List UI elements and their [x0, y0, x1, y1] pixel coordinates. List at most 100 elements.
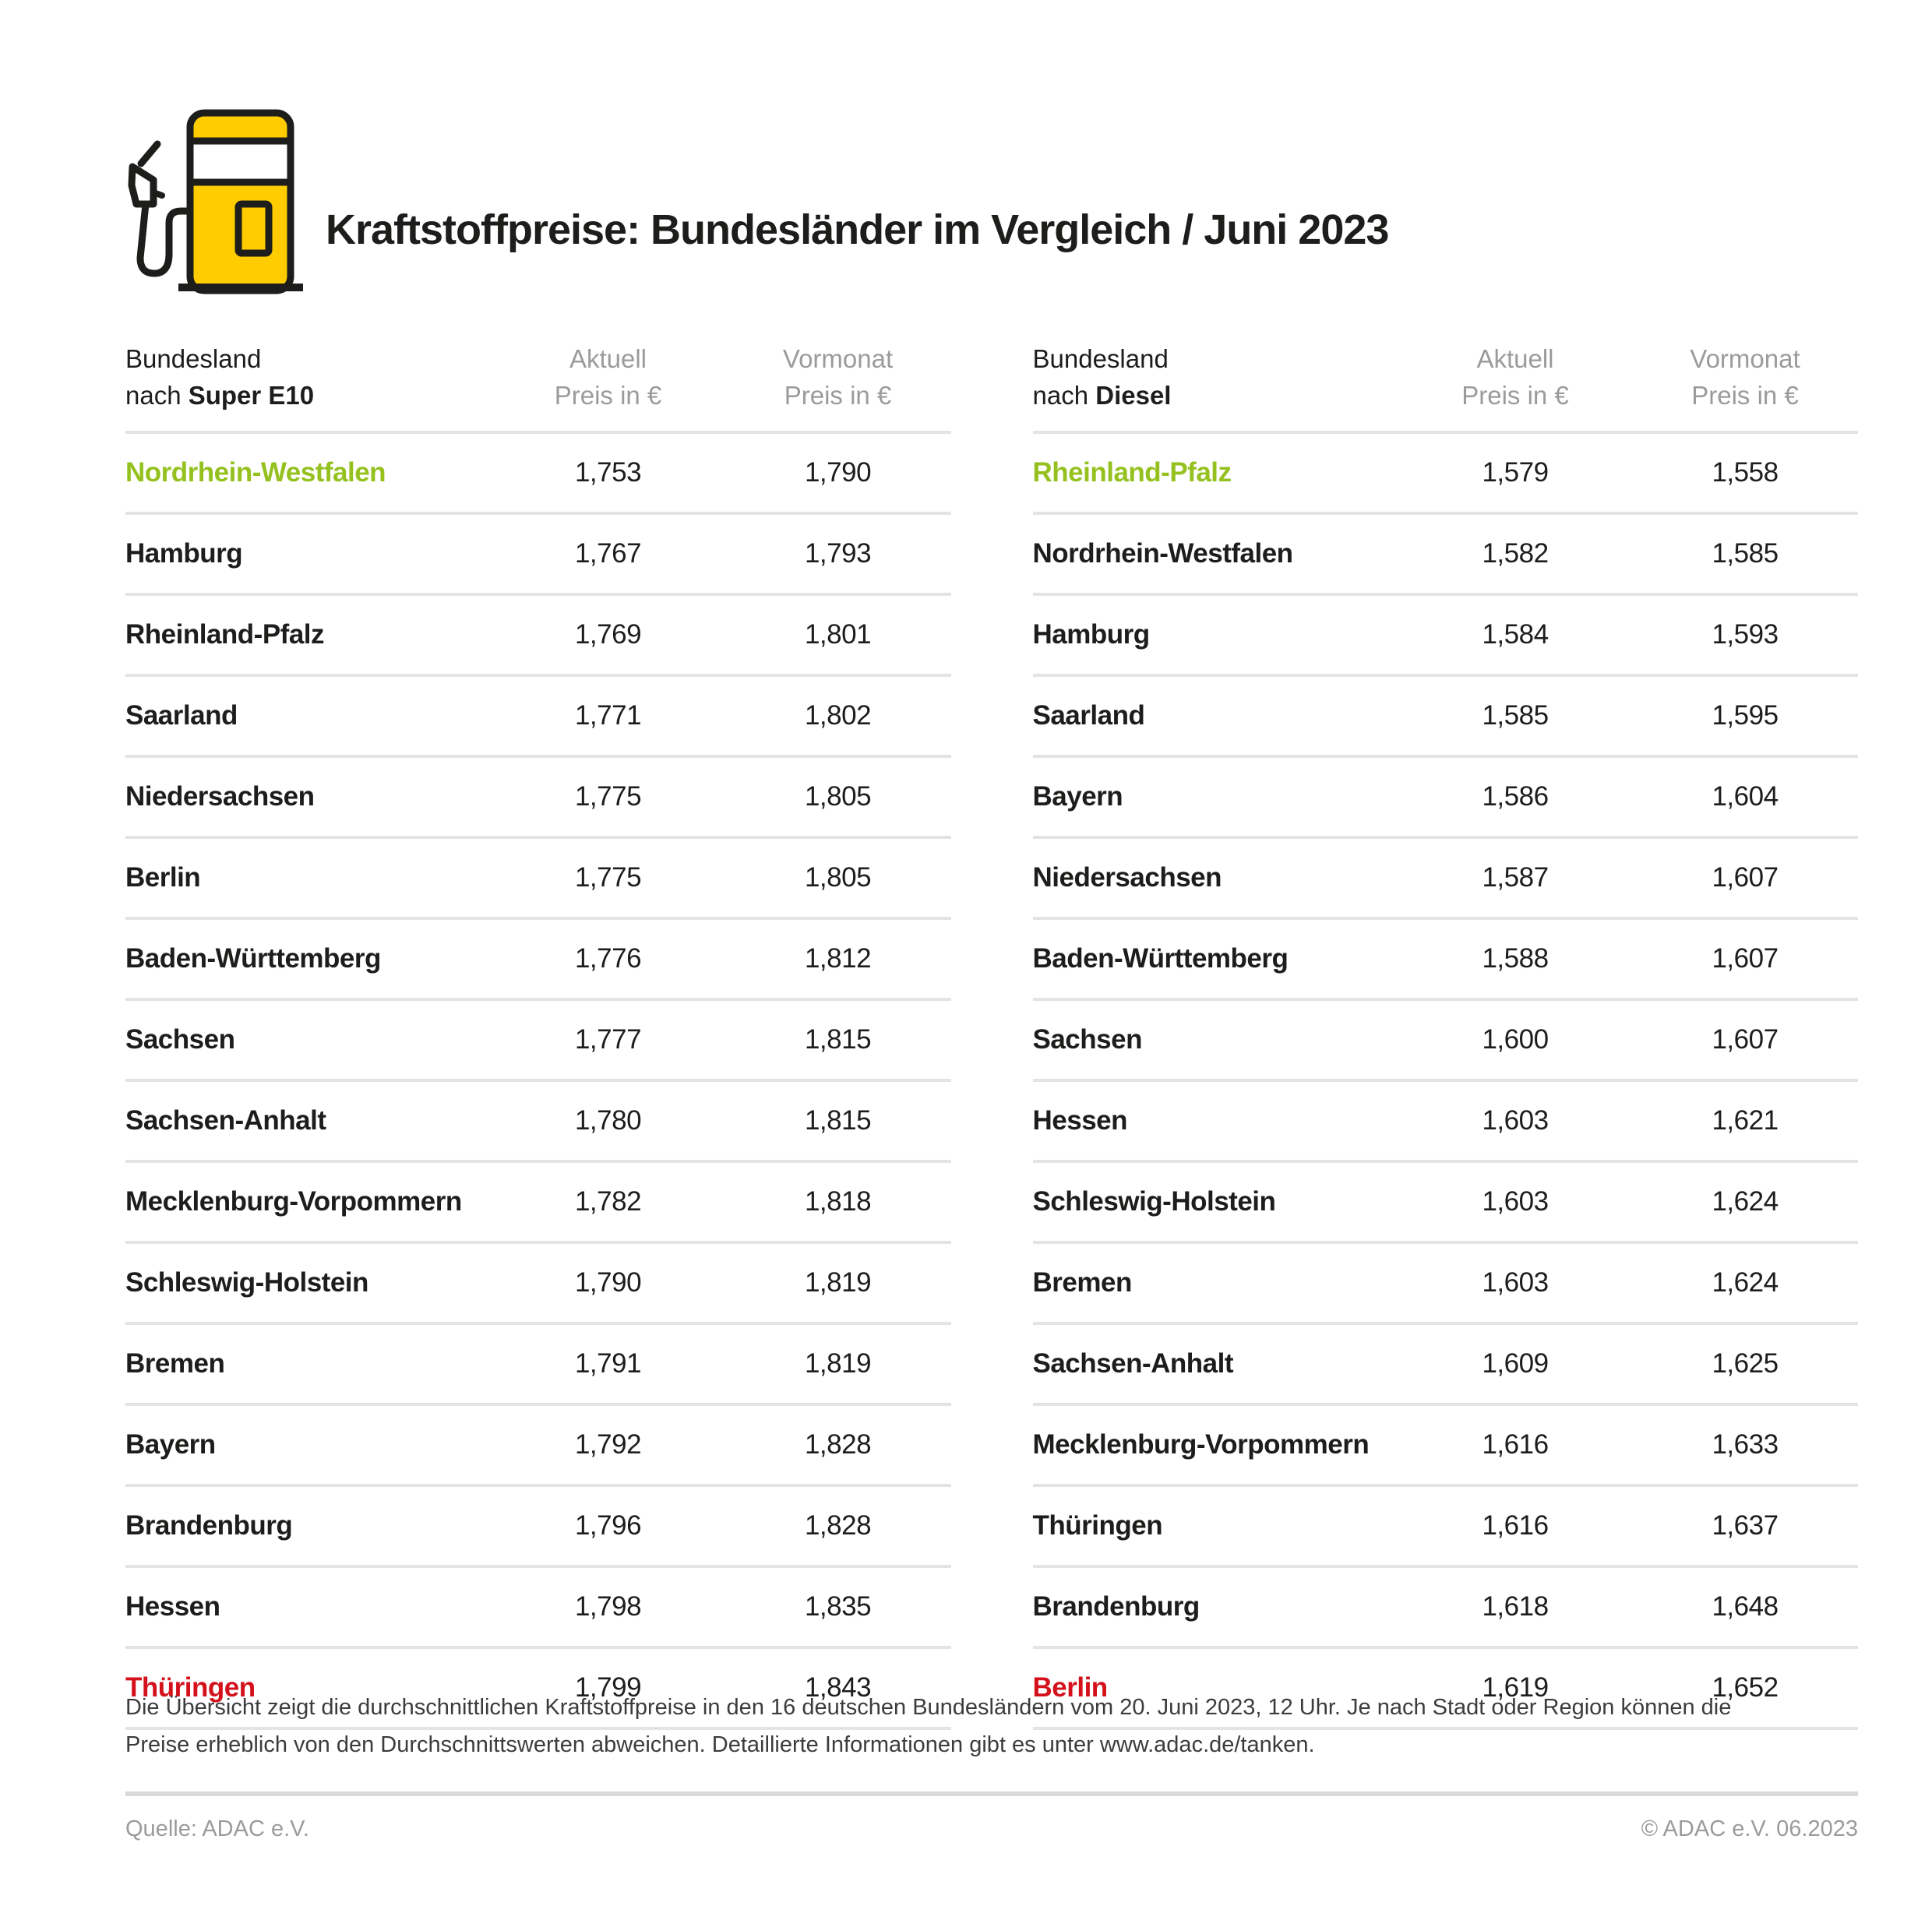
state-name: Schleswig-Holstein: [125, 1267, 368, 1298]
previous-price: 1,819: [804, 1348, 872, 1379]
column-header-line1: Vormonat: [782, 344, 894, 373]
current-price: 1,767: [574, 538, 642, 569]
table-header-diesel: Bundesland nach Diesel Aktuell Preis in …: [1032, 340, 1858, 434]
previous-price: 1,621: [1712, 1105, 1779, 1136]
current-price: 1,582: [1482, 538, 1549, 569]
state-name: Bremen: [125, 1348, 225, 1379]
current-price: 1,603: [1482, 1186, 1549, 1217]
column-header-line1: Bundesland: [125, 344, 262, 373]
table-row: Nordrhein-Westfalen 1,582 1,585: [1032, 515, 1858, 596]
column-header-line1: Aktuell: [1476, 344, 1554, 373]
previous-price: 1,624: [1712, 1267, 1779, 1298]
source-label: Quelle: ADAC e.V.: [125, 1816, 309, 1841]
footnote-line1: Die Übersicht zeigt die durchschnittlich…: [125, 1695, 1732, 1720]
state-name: Bayern: [1032, 781, 1123, 812]
current-price: 1,603: [1482, 1267, 1549, 1298]
table-row: Brandenburg 1,796 1,828: [125, 1487, 951, 1568]
current-price: 1,791: [574, 1348, 642, 1379]
column-header-line1: Bundesland: [1032, 344, 1169, 373]
current-price: 1,584: [1482, 619, 1549, 650]
table-row: Hamburg 1,584 1,593: [1032, 596, 1858, 677]
table-row: Hamburg 1,767 1,793: [125, 515, 951, 596]
state-name: Brandenburg: [1032, 1591, 1200, 1622]
column-header-vormonat: Vormonat Preis in €: [1632, 340, 1858, 414]
state-name: Berlin: [125, 862, 201, 893]
state-name: Sachsen-Anhalt: [1032, 1348, 1234, 1379]
current-price: 1,780: [574, 1105, 642, 1136]
state-name: Niedersachsen: [1032, 862, 1222, 893]
state-name: Bremen: [1032, 1267, 1133, 1298]
previous-price: 1,828: [804, 1429, 872, 1460]
table-super-e10: Bundesland nach Super E10 Aktuell Preis …: [125, 340, 951, 1730]
table-row: Mecklenburg-Vorpommern 1,616 1,633: [1032, 1406, 1858, 1487]
fuel-type-label: Diesel: [1095, 381, 1172, 410]
table-row: Sachsen-Anhalt 1,609 1,625: [1032, 1325, 1858, 1406]
table-row: Thüringen 1,616 1,637: [1032, 1487, 1858, 1568]
column-header-vormonat: Vormonat Preis in €: [725, 340, 951, 414]
current-price: 1,587: [1482, 862, 1549, 893]
footnote: Die Übersicht zeigt die durchschnittlich…: [125, 1689, 1858, 1763]
previous-price: 1,828: [804, 1510, 872, 1541]
fuel-pump-icon: [128, 109, 303, 294]
page-title: Kraftstoffpreise: Bundesländer im Vergle…: [326, 206, 1389, 253]
table-header-super-e10: Bundesland nach Super E10 Aktuell Preis …: [125, 340, 951, 434]
current-price: 1,600: [1482, 1024, 1549, 1055]
current-price: 1,618: [1482, 1591, 1549, 1622]
previous-price: 1,585: [1712, 538, 1779, 569]
footnote-line2: Preise erheblich von den Durchschnittswe…: [125, 1732, 1315, 1757]
column-header-nach: nach: [125, 381, 189, 410]
fuel-type-label: Super E10: [188, 381, 315, 410]
state-name: Saarland: [1032, 700, 1145, 731]
table-row: Bayern 1,586 1,604: [1032, 758, 1858, 839]
current-price: 1,579: [1482, 457, 1549, 488]
table-row: Hessen 1,603 1,621: [1032, 1082, 1858, 1163]
previous-price: 1,625: [1712, 1348, 1779, 1379]
current-price: 1,775: [574, 862, 642, 893]
previous-price: 1,805: [804, 862, 872, 893]
table-row: Schleswig-Holstein 1,603 1,624: [1032, 1163, 1858, 1244]
previous-price: 1,815: [804, 1105, 872, 1136]
state-name: Baden-Württemberg: [125, 943, 381, 974]
state-name: Rheinland-Pfalz: [1032, 457, 1232, 488]
table-row: Rheinland-Pfalz 1,579 1,558: [1032, 434, 1858, 515]
table-row: Brandenburg 1,618 1,648: [1032, 1568, 1858, 1649]
previous-price: 1,805: [804, 781, 872, 812]
table-row: Niedersachsen 1,587 1,607: [1032, 839, 1858, 920]
table-row: Niedersachsen 1,775 1,805: [125, 758, 951, 839]
table-row: Rheinland-Pfalz 1,769 1,801: [125, 596, 951, 677]
state-name: Hamburg: [1032, 619, 1151, 650]
copyright-label: © ADAC e.V. 06.2023: [1641, 1816, 1858, 1841]
column-header-aktuell: Aktuell Preis in €: [492, 340, 725, 414]
state-name: Sachsen-Anhalt: [125, 1105, 326, 1136]
column-header-line1: Vormonat: [1690, 344, 1800, 373]
table-row: Bayern 1,792 1,828: [125, 1406, 951, 1487]
previous-price: 1,607: [1712, 943, 1779, 974]
table-row: Saarland 1,585 1,595: [1032, 677, 1858, 758]
previous-price: 1,815: [804, 1024, 872, 1055]
previous-price: 1,790: [804, 457, 872, 488]
previous-price: 1,593: [1712, 619, 1779, 650]
state-name: Saarland: [125, 700, 238, 731]
state-name: Baden-Württemberg: [1032, 943, 1289, 974]
state-name: Brandenburg: [125, 1510, 293, 1541]
state-name: Schleswig-Holstein: [1032, 1186, 1276, 1217]
table-row: Mecklenburg-Vorpommern 1,782 1,818: [125, 1163, 951, 1244]
state-name: Bayern: [125, 1429, 216, 1460]
table-row: Berlin 1,775 1,805: [125, 839, 951, 920]
table-row: Sachsen-Anhalt 1,780 1,815: [125, 1082, 951, 1163]
previous-price: 1,633: [1712, 1429, 1779, 1460]
column-header-nach: nach: [1032, 381, 1096, 410]
previous-price: 1,843: [804, 1672, 872, 1703]
column-header-bundesland: Bundesland nach Super E10: [125, 340, 492, 414]
state-name: Sachsen: [1032, 1024, 1143, 1055]
previous-price: 1,793: [804, 538, 872, 569]
current-price: 1,792: [574, 1429, 642, 1460]
current-price: 1,619: [1482, 1672, 1549, 1703]
current-price: 1,753: [574, 457, 642, 488]
state-name: Rheinland-Pfalz: [125, 619, 325, 650]
current-price: 1,616: [1482, 1429, 1549, 1460]
table-row: Nordrhein-Westfalen 1,753 1,790: [125, 434, 951, 515]
previous-price: 1,802: [804, 700, 872, 731]
state-name: Hessen: [1032, 1105, 1128, 1136]
